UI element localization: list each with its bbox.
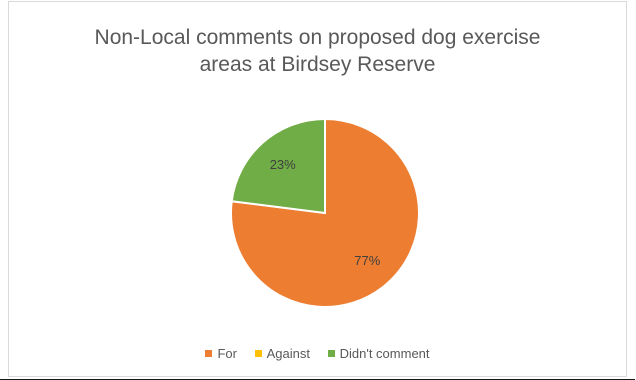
legend-swatch-for <box>205 350 213 357</box>
chart-legend: For Against Didn't comment <box>9 346 626 361</box>
chart-title-line-2: areas at Birdsey Reserve <box>199 53 436 76</box>
pie-chart: 77% 23% <box>230 117 420 308</box>
data-label-for: 77% <box>354 253 380 268</box>
legend-item-against: Against <box>254 346 310 361</box>
legend-item-for: For <box>205 346 237 361</box>
legend-swatch-didnt-comment <box>327 350 335 357</box>
legend-item-didnt-comment: Didn't comment <box>327 346 430 361</box>
legend-label-for: For <box>217 346 237 361</box>
legend-label-didnt-comment: Didn't comment <box>339 346 430 361</box>
data-label-didnt-comment: 23% <box>270 157 296 172</box>
chart-title-line-1: Non-Local comments on proposed dog exerc… <box>94 26 541 49</box>
chart-title: Non-Local comments on proposed dog exerc… <box>9 24 626 78</box>
pie-slice-didnt-comment <box>230 117 326 215</box>
legend-swatch-against <box>254 350 262 357</box>
legend-label-against: Against <box>266 346 310 361</box>
